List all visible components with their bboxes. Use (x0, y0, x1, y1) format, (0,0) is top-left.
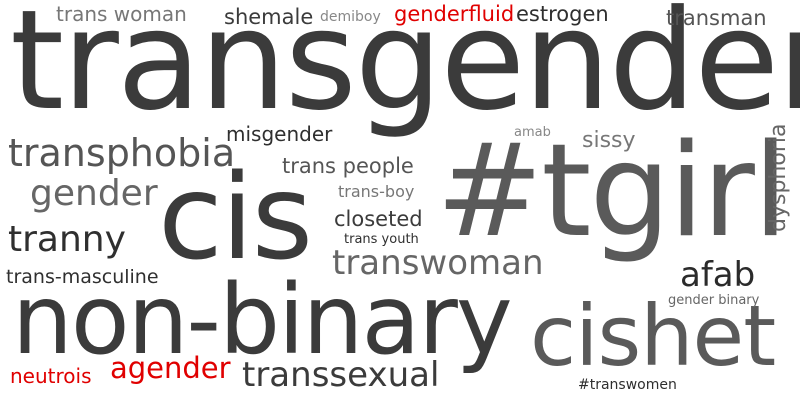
word-non-binary: non-binary (12, 264, 513, 376)
word-trans-woman: trans woman (56, 2, 187, 26)
word-estrogen: estrogen (516, 2, 609, 26)
word-demiboy: demiboy (320, 9, 381, 25)
word-cis: cis (158, 148, 313, 286)
word-trans-boy: trans-boy (338, 182, 415, 201)
word-closeted: closeted (334, 207, 423, 231)
word-tranny: tranny (8, 219, 126, 260)
word-tgirl: #tgirl (436, 117, 788, 266)
word-trans-masculine: trans-masculine (6, 266, 159, 288)
word-dysphoria: dysphoria (766, 123, 791, 232)
word-gender-binary: gender binary (668, 293, 760, 308)
word-sissy: sissy (582, 128, 636, 153)
word-hashtag-transwomen: #transwomen (578, 377, 677, 393)
word-transsexual: transsexual (242, 355, 440, 395)
word-agender: agender (110, 351, 231, 385)
word-transphobia: transphobia (8, 131, 236, 175)
word-trans-people: trans people (282, 154, 414, 178)
word-misgender: misgender (226, 122, 333, 146)
word-transman: transman (666, 6, 767, 30)
word-cishet: cishet (530, 287, 776, 385)
word-transwoman: transwoman (332, 243, 544, 283)
word-trans-youth: trans youth (344, 232, 419, 247)
word-afab: afab (680, 255, 756, 295)
word-genderfluid: genderfluid (394, 2, 515, 26)
word-gender: gender (30, 173, 158, 214)
word-transgender: transgender (10, 0, 800, 141)
word-shemale: shemale (224, 5, 314, 29)
word-amab: amab (514, 125, 551, 140)
word-neutrois: neutrois (10, 364, 92, 388)
